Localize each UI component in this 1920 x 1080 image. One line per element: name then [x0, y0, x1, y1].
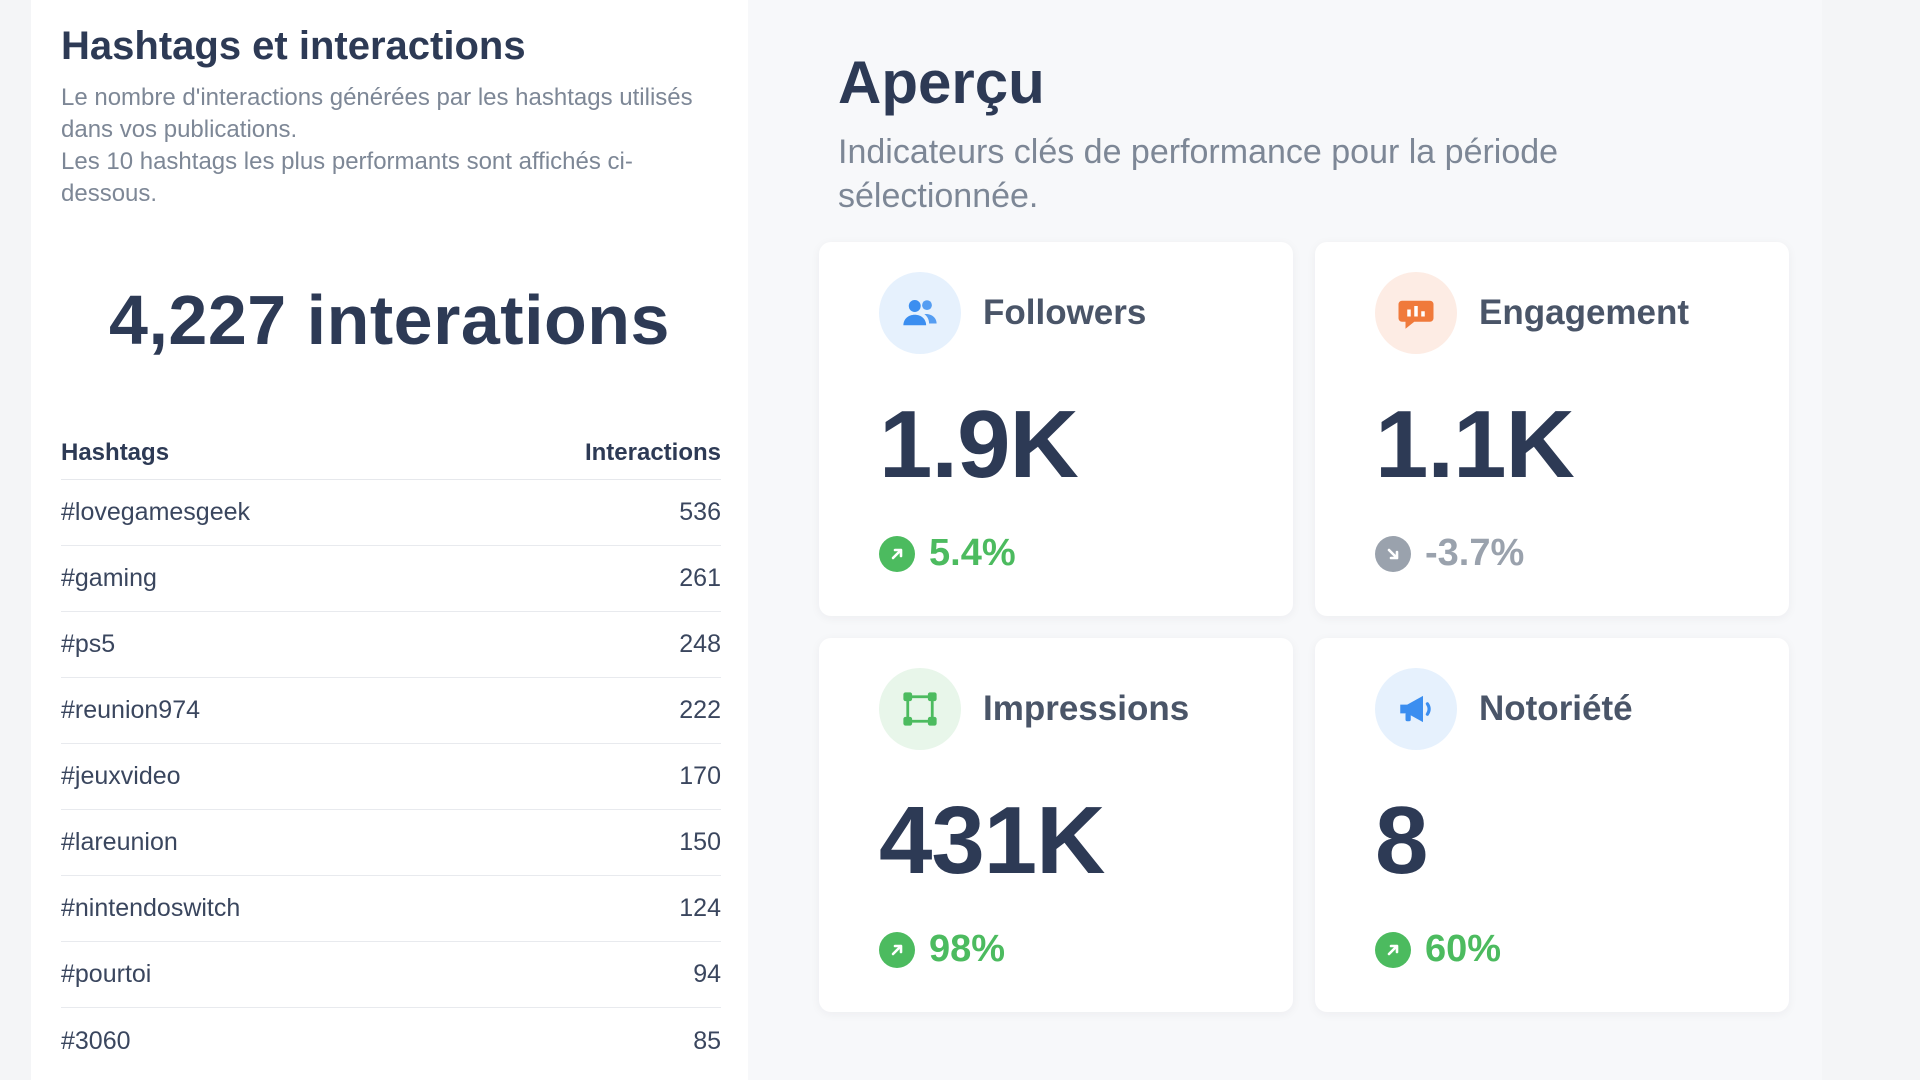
kpi-card-followers[interactable]: Followers 1.9K 5.4% [819, 242, 1293, 616]
card-change: 5.4% [879, 532, 1016, 575]
change-value: 60% [1425, 928, 1502, 970]
kpi-card-notoriete[interactable]: Notoriété 8 60% [1315, 638, 1789, 1012]
overview-title: Aperçu [838, 49, 1045, 116]
table-row: #reunion974 222 [61, 678, 721, 744]
change-value: 5.4% [929, 532, 1016, 574]
kpi-card-impressions[interactable]: Impressions 431K 98% [819, 638, 1293, 1012]
card-label: Followers [983, 293, 1147, 332]
hashtag-name: #lovegamesgeek [61, 498, 251, 526]
hashtag-name: #ps5 [61, 630, 116, 658]
hashtag-interactions: 261 [679, 564, 721, 592]
card-value: 1.1K [1375, 391, 1575, 498]
hashtags-table: Hashtags Interactions #lovegamesgeek 536… [61, 438, 721, 1074]
total-interactions: 4,227 interations [109, 281, 670, 359]
change-value: 98% [929, 928, 1006, 970]
hashtag-interactions: 85 [693, 1026, 721, 1055]
table-row: #gaming 261 [61, 546, 721, 612]
hashtag-name: #reunion974 [61, 696, 201, 724]
card-change: 60% [1375, 928, 1501, 971]
table-row: #pourtoi 94 [61, 942, 721, 1008]
card-change: 98% [879, 928, 1005, 971]
hashtags-description-line2: Les 10 hashtags les plus performants son… [61, 148, 633, 207]
overview-subtitle: Indicateurs clés de performance pour la … [838, 133, 1559, 215]
frame-icon [879, 668, 961, 750]
change-value: -3.7% [1425, 532, 1525, 574]
trend-up-icon [879, 535, 915, 572]
hashtags-panel: Hashtags et interactions Le nombre d'int… [31, 0, 748, 1080]
card-label: Engagement [1479, 293, 1690, 332]
card-label: Notoriété [1479, 689, 1633, 728]
card-change: -3.7% [1375, 532, 1524, 575]
hashtag-name: #nintendoswitch [61, 894, 241, 922]
hashtag-interactions: 222 [679, 696, 721, 724]
card-header: Impressions [879, 668, 1189, 750]
hashtag-name: #lareunion [61, 828, 178, 856]
hashtag-interactions: 150 [679, 828, 721, 856]
table-row: #ps5 248 [61, 612, 721, 678]
megaphone-icon [1375, 668, 1457, 750]
hashtags-description: Le nombre d'interactions générées par le… [61, 82, 721, 210]
trend-down-icon [1375, 535, 1411, 572]
table-header: Hashtags Interactions [61, 438, 721, 480]
hashtag-interactions: 124 [679, 894, 721, 922]
column-hashtags[interactable]: Hashtags [61, 438, 170, 466]
column-interactions[interactable]: Interactions [584, 438, 721, 466]
trend-up-icon [1375, 931, 1411, 968]
hashtag-interactions: 170 [679, 762, 721, 790]
kpi-card-engagement[interactable]: Engagement 1.1K -3.7% [1315, 242, 1789, 616]
table-row: #nintendoswitch 124 [61, 876, 721, 942]
card-header: Engagement [1375, 272, 1689, 354]
hashtag-interactions: 536 [679, 498, 721, 526]
card-header: Followers [879, 272, 1146, 354]
card-header: Notoriété [1375, 668, 1633, 750]
users-icon [879, 272, 961, 354]
card-value: 8 [1375, 787, 1428, 894]
card-label: Impressions [983, 689, 1190, 728]
table-row: #3060 85 [61, 1008, 721, 1074]
card-value: 1.9K [879, 391, 1079, 498]
hashtag-name: #pourtoi [61, 960, 152, 988]
chat-chart-icon [1375, 272, 1457, 354]
overview-panel: Aperçu Indicateurs clés de performance p… [748, 0, 1822, 1080]
hashtag-name: #jeuxvideo [61, 762, 181, 790]
table-row: #jeuxvideo 170 [61, 744, 721, 810]
table-row: #lareunion 150 [61, 810, 721, 876]
hashtag-interactions: 94 [693, 960, 721, 988]
hashtag-name: #3060 [61, 1026, 131, 1055]
hashtag-name: #gaming [61, 564, 157, 592]
hashtags-title: Hashtags et interactions [61, 24, 526, 68]
table-row: #lovegamesgeek 536 [61, 480, 721, 546]
hashtag-interactions: 248 [679, 630, 721, 658]
trend-up-icon [879, 931, 915, 968]
hashtags-description-line1: Le nombre d'interactions générées par le… [61, 84, 693, 143]
card-value: 431K [879, 787, 1105, 894]
